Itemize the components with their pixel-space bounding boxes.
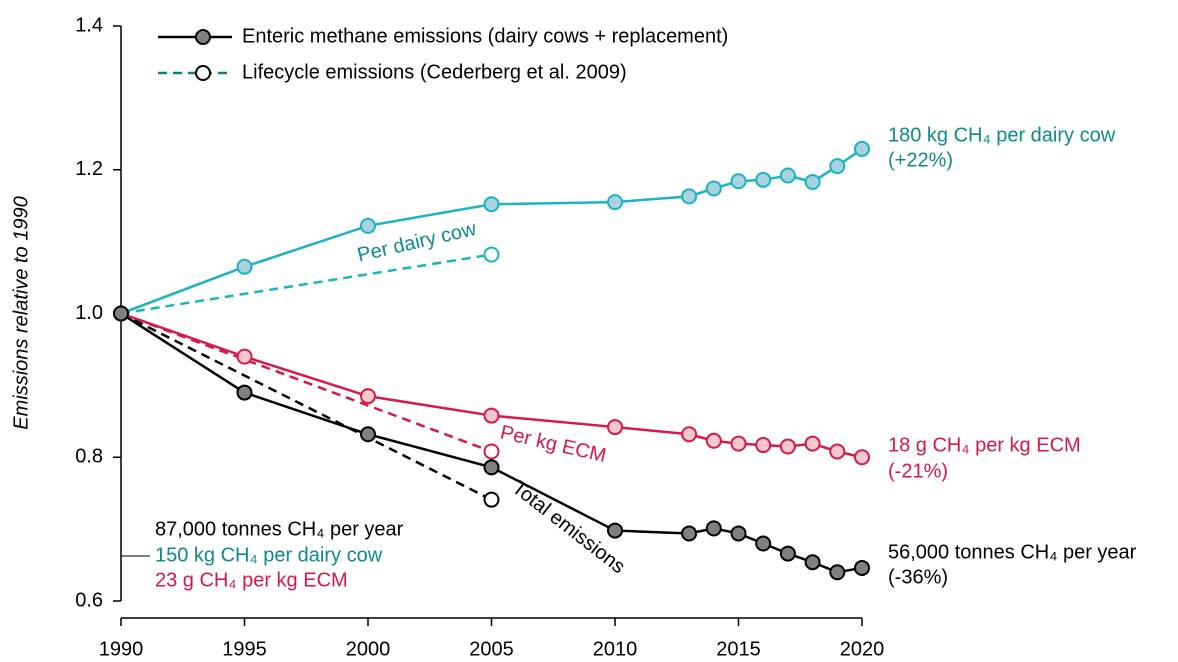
marker <box>483 246 500 263</box>
legend-label: Enteric methane emissions (dairy cows + … <box>242 25 728 47</box>
annotation: (+22%) <box>888 149 953 171</box>
marker <box>236 384 253 401</box>
marker <box>360 426 376 443</box>
x-tick-label: 1990 <box>99 638 144 660</box>
marker <box>854 559 870 576</box>
marker <box>829 158 846 175</box>
annotation: (-21%) <box>888 460 948 482</box>
annotation: 150 kg CH₄ per dairy cow <box>155 544 383 566</box>
x-tick-label: 2015 <box>716 638 761 660</box>
annotation: (-36%) <box>888 566 948 588</box>
marker <box>705 180 722 197</box>
marker <box>755 437 772 454</box>
marker <box>483 459 500 476</box>
y-axis-label: Emissions relative to 1990 <box>10 196 32 429</box>
marker <box>854 140 870 157</box>
legend-marker <box>195 29 211 45</box>
series-line <box>120 253 492 315</box>
y-tick-label: 1.2 <box>75 158 103 180</box>
marker <box>730 435 747 452</box>
y-tick-label: 1.4 <box>75 14 103 36</box>
marker <box>360 217 376 234</box>
marker <box>755 171 772 188</box>
annotation: Per kg ECM <box>498 421 608 467</box>
marker <box>705 520 722 537</box>
marker <box>113 305 129 322</box>
start-bracket <box>120 313 150 557</box>
legend-marker <box>195 65 211 81</box>
series-line <box>120 147 863 315</box>
marker <box>730 173 747 190</box>
marker <box>681 525 698 542</box>
marker <box>755 535 772 552</box>
marker <box>681 188 698 205</box>
y-tick-label: 0.8 <box>75 446 103 468</box>
marker <box>804 173 821 190</box>
series-line <box>120 312 493 501</box>
marker <box>483 196 500 213</box>
marker <box>705 432 722 449</box>
x-tick-label: 1995 <box>222 638 267 660</box>
marker <box>483 443 500 460</box>
marker <box>804 435 821 452</box>
marker <box>607 194 623 211</box>
x-tick-label: 2000 <box>346 638 391 660</box>
series-line <box>120 312 492 453</box>
marker <box>804 554 821 571</box>
x-tick-label: 2005 <box>469 638 514 660</box>
x-tick-label: 2010 <box>593 638 638 660</box>
marker <box>236 348 253 365</box>
marker <box>607 522 623 539</box>
marker <box>829 443 846 460</box>
marker <box>483 491 500 508</box>
marker <box>681 426 698 443</box>
marker <box>854 449 870 466</box>
annotation: 87,000 tonnes CH₄ per year <box>155 518 404 540</box>
marker <box>730 525 747 542</box>
marker <box>360 388 376 405</box>
marker <box>607 419 623 436</box>
x-tick-label: 2020 <box>840 638 885 660</box>
y-tick-label: 0.6 <box>75 589 103 611</box>
y-tick-label: 1.0 <box>75 302 103 324</box>
marker <box>236 258 253 275</box>
annotation: 56,000 tonnes CH₄ per year <box>888 541 1137 563</box>
marker <box>779 167 796 184</box>
annotation: 180 kg CH₄ per dairy cow <box>888 124 1116 146</box>
marker <box>483 407 500 424</box>
legend-label: Lifecycle emissions (Cederberg et al. 20… <box>242 61 627 83</box>
annotation: 18 g CH₄ per kg ECM <box>888 434 1081 456</box>
marker <box>779 438 796 455</box>
marker <box>829 564 846 581</box>
annotation: 23 g CH₄ per kg ECM <box>155 569 348 591</box>
marker <box>779 545 796 562</box>
